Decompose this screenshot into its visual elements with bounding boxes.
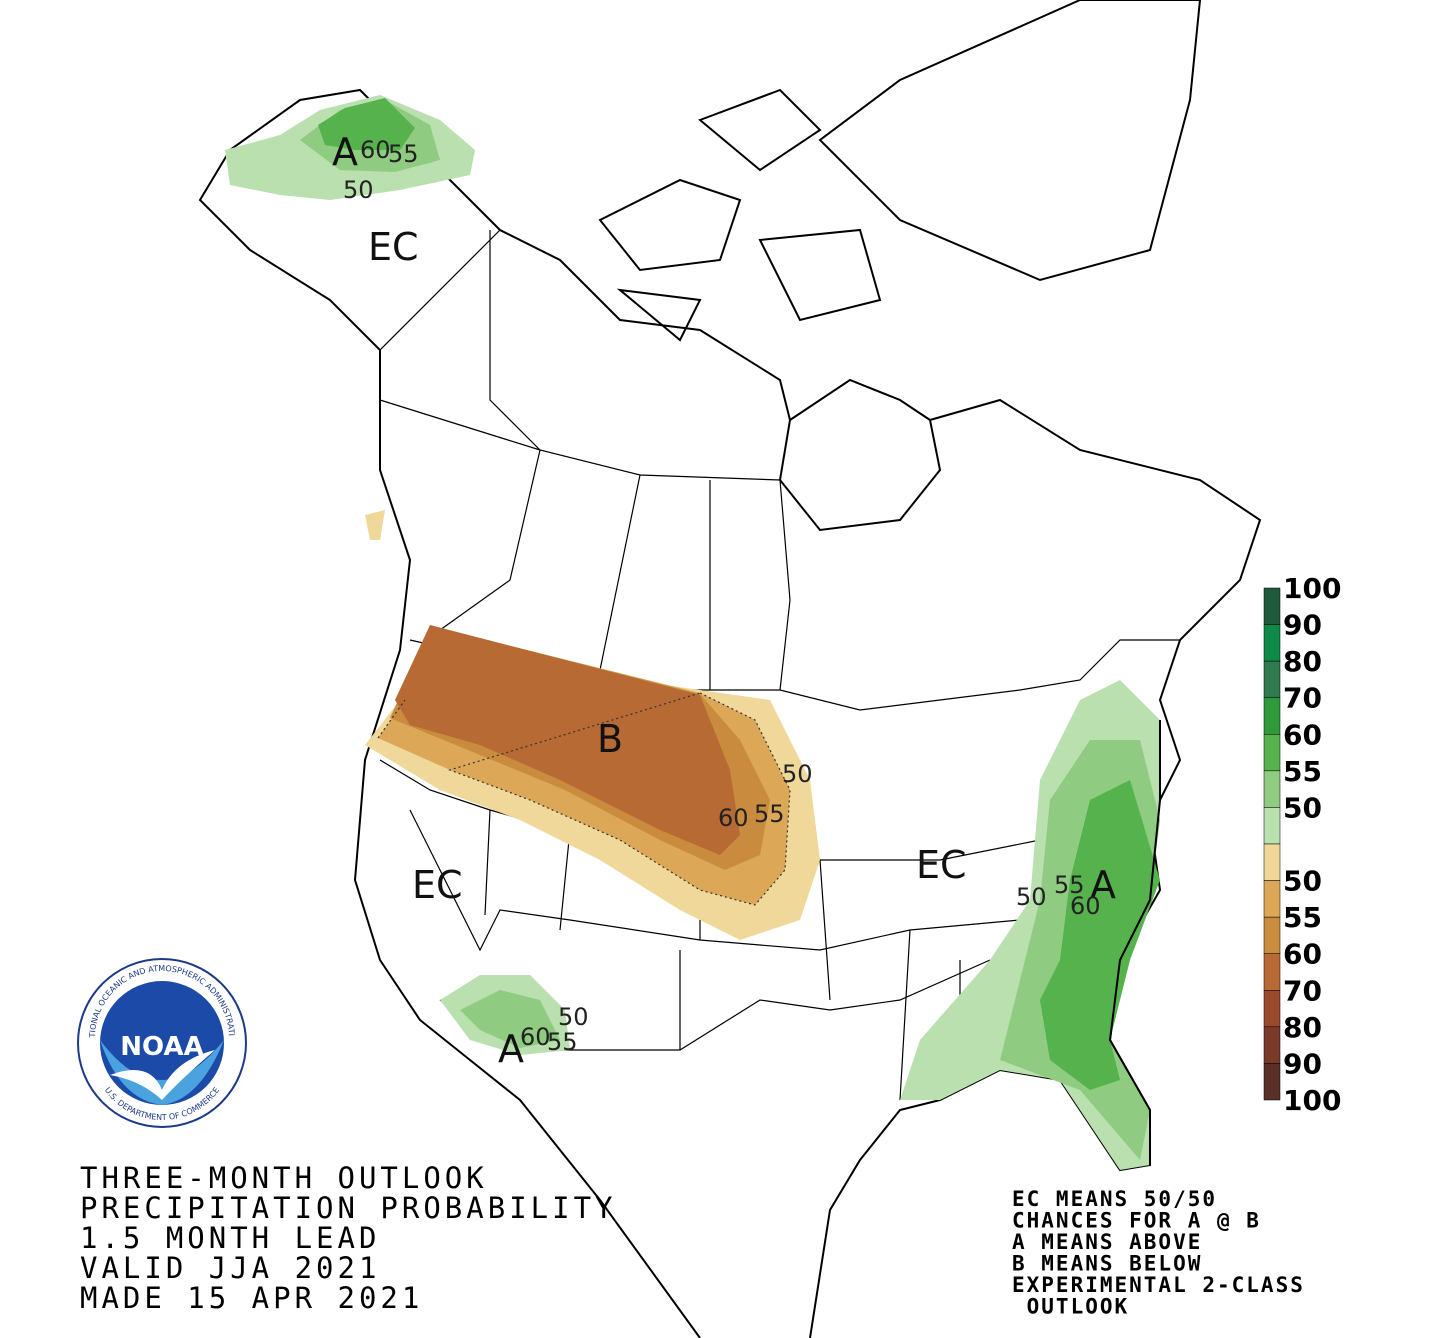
legend-swatch: [1263, 1026, 1281, 1064]
title-line: PRECIPITATION PROBABILITY: [80, 1191, 617, 1225]
legend-swatch: [1263, 624, 1281, 662]
legend-swatch: [1263, 953, 1281, 991]
legend-label: 55: [1283, 755, 1322, 788]
logo-bird: [110, 1050, 215, 1100]
region-label: A: [498, 1027, 524, 1071]
note-line: B MEANS BELOW: [1012, 1252, 1202, 1276]
legend-label: 50: [1283, 791, 1322, 824]
map-labels: A 60 55 50 EC B 50 60 55 EC EC A 55 60 5…: [332, 130, 1116, 1071]
legend-label: 80: [1283, 1011, 1322, 1044]
contour-label: 55: [547, 1028, 578, 1056]
note-line: EC MEANS 50/50: [1012, 1187, 1217, 1211]
title-line: VALID JJA 2021: [80, 1251, 380, 1285]
note-line: EXPERIMENTAL 2-CLASS: [1012, 1273, 1305, 1297]
noaa-logo: NOAA NATIONAL OCEANIC AND ATMOSPHERIC AD…: [0, 0, 247, 1128]
note-line: OUTLOOK: [1012, 1295, 1129, 1319]
region-label: EC: [412, 863, 463, 907]
legend-swatch: [1263, 734, 1281, 772]
region-label: A: [1090, 863, 1116, 907]
note-line: A MEANS ABOVE: [1012, 1230, 1202, 1254]
greenland: [818, 0, 1202, 282]
below-70: [395, 625, 740, 855]
contour-label: 50: [343, 176, 374, 204]
legend-label: 55: [1283, 901, 1322, 934]
region-label: EC: [916, 843, 967, 887]
legend-label: 70: [1283, 682, 1322, 715]
logo-ring-text: NATIONAL OCEANIC AND ATMOSPHERIC ADMINIS…: [0, 0, 236, 1039]
region-label: B: [597, 717, 623, 761]
contour-label: 55: [754, 800, 785, 828]
legend-label: 100: [1283, 572, 1341, 605]
title-line: 1.5 MONTH LEAD: [80, 1221, 380, 1255]
legend-swatch: [1263, 843, 1281, 881]
logo-ring-top: NATIONAL OCEANIC AND ATMOSPHERIC ADMINIS…: [0, 0, 236, 1039]
legend-swatch: [1263, 1063, 1281, 1101]
above-60: [1040, 780, 1160, 1090]
legend-swatch: [1263, 880, 1281, 918]
contour-label: 50: [782, 760, 813, 788]
contour-label: 50: [1016, 883, 1047, 911]
contour-label: 55: [1054, 871, 1085, 899]
region-label: A: [332, 130, 358, 174]
legend-label: 100: [1283, 1084, 1341, 1117]
legend-swatch: [1263, 770, 1281, 808]
coast-overlay: [1108, 720, 1161, 1165]
legend-swatch: [1263, 916, 1281, 954]
logo-lower: [100, 1040, 224, 1105]
contour-label: 60: [718, 804, 749, 832]
title-line: MADE 15 APR 2021: [80, 1281, 423, 1315]
legend-swatch: [1263, 660, 1281, 698]
legend-label: 70: [1283, 974, 1322, 1007]
note-line: CHANCES FOR A @ B: [1012, 1209, 1261, 1233]
arctic-islands: [598, 88, 882, 342]
title-line: THREE-MONTH OUTLOOK: [80, 1161, 488, 1195]
alaska-above-60: [318, 98, 415, 150]
legend-swatch: [1263, 807, 1281, 845]
contour-label: 55: [388, 140, 419, 168]
logo-text: NOAA: [120, 1032, 203, 1062]
legend-label: 90: [1283, 609, 1322, 642]
region-label: EC: [368, 225, 419, 269]
legend-label: 90: [1283, 1047, 1322, 1080]
contour-label: 60: [520, 1023, 551, 1051]
contour: [377, 692, 791, 906]
legend-label: 50: [1283, 865, 1322, 898]
legend-swatch: [1263, 587, 1281, 625]
contour-label: 60: [1070, 892, 1101, 920]
sw-above-55: [460, 990, 560, 1048]
legend-label: 60: [1283, 938, 1322, 971]
bc-below-50: [365, 510, 385, 540]
contour-label: 50: [558, 1003, 589, 1031]
hudson-bay: [789, 378, 931, 421]
legend-label: 80: [1283, 645, 1322, 678]
legend-label: 60: [1283, 718, 1322, 751]
map: [198, 0, 1262, 1338]
legend-swatch: [1263, 697, 1281, 735]
legend-swatch: [1263, 990, 1281, 1028]
contour-label: 60: [360, 136, 391, 164]
